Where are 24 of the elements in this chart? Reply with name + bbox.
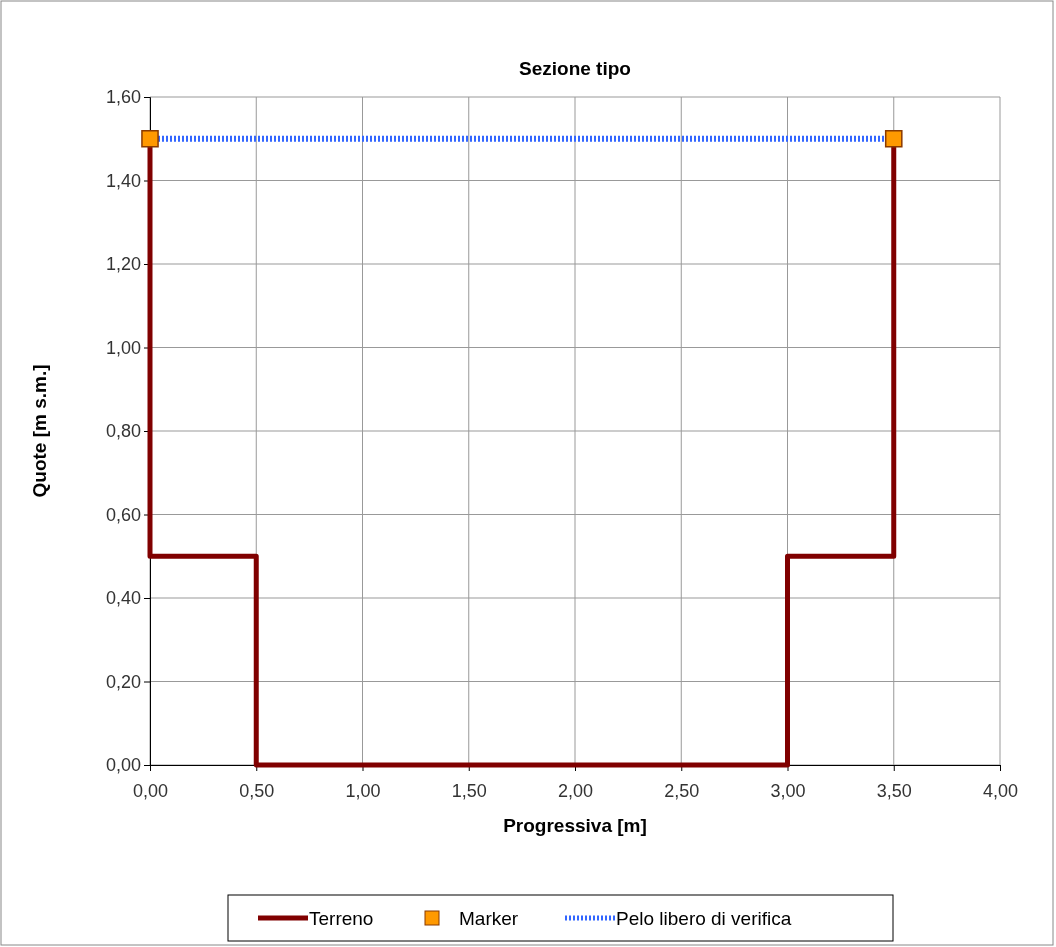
y-tick-label: 1,20 bbox=[105, 254, 141, 275]
legend-label: Marker bbox=[459, 908, 519, 929]
legend-label: Terreno bbox=[309, 908, 374, 929]
x-tick-label: 3,50 bbox=[876, 781, 912, 802]
x-tick-label: 0,00 bbox=[132, 781, 169, 802]
y-tick-label: 1,60 bbox=[105, 87, 141, 108]
y-axis-title: Quote [m s.m.] bbox=[29, 364, 50, 498]
x-tick-label: 4,00 bbox=[982, 781, 1019, 802]
x-axis-title: Progressiva [m] bbox=[503, 815, 647, 836]
y-tick-label: 0,00 bbox=[105, 755, 141, 776]
x-tick-label: 0,50 bbox=[239, 781, 275, 802]
y-tick-label: 0,40 bbox=[105, 588, 141, 609]
y-tick-label: 1,40 bbox=[105, 170, 141, 191]
x-tick-label: 2,00 bbox=[557, 781, 594, 802]
chart-title: Sezione tipo bbox=[519, 58, 631, 79]
y-tick-label: 1,00 bbox=[105, 337, 141, 358]
x-tick-label: 3,00 bbox=[770, 781, 806, 802]
x-tick-label: 2,50 bbox=[664, 781, 700, 802]
x-tick-label: 1,50 bbox=[451, 781, 487, 802]
y-tick-label: 0,60 bbox=[105, 504, 141, 525]
y-tick-label: 0,20 bbox=[105, 671, 141, 692]
y-tick-label: 0,80 bbox=[105, 421, 141, 442]
legend-label: Pelo libero di verifica bbox=[616, 908, 792, 929]
x-tick-label: 1,00 bbox=[345, 781, 381, 802]
